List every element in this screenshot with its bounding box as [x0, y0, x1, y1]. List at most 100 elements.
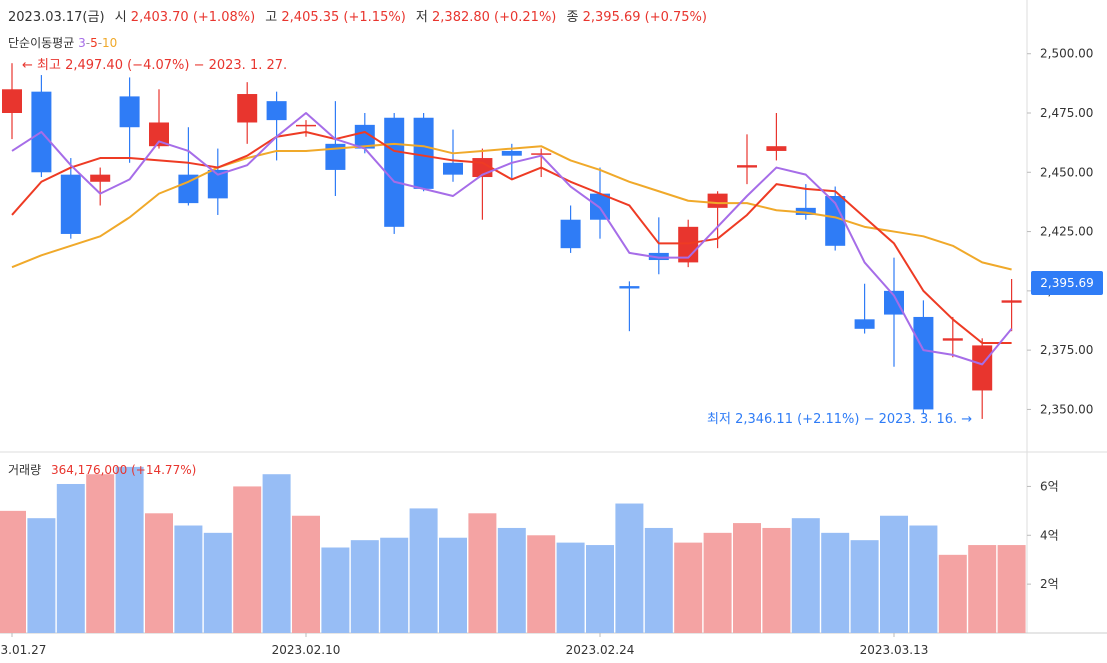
volume-bar [850, 540, 879, 633]
volume-bar [409, 508, 438, 633]
candle-body [413, 117, 434, 189]
volume-bar [56, 483, 85, 633]
volume-bar [439, 537, 467, 633]
price-tick-label: 2,350.00 [1040, 402, 1093, 416]
volume-bar [586, 545, 614, 633]
volume-bar [821, 532, 850, 633]
candle-body [972, 345, 993, 391]
high-label: 고 [265, 10, 278, 25]
volume-bar [203, 532, 232, 633]
price-tick-label: 2,500.00 [1040, 47, 1093, 61]
moving-average-ma5 [11, 130, 1012, 345]
candle-body [648, 252, 669, 261]
candle [913, 300, 934, 415]
price-tick-label: 2,425.00 [1040, 225, 1093, 239]
volume-bar [938, 554, 967, 633]
candle-body [884, 290, 904, 315]
open-label: 시 [114, 10, 127, 25]
candle-body [531, 153, 552, 155]
volume-bar [997, 545, 1026, 633]
moving-average-ma10 [11, 142, 1012, 271]
candle [266, 91, 287, 161]
candle [854, 283, 875, 334]
volume-bar [968, 545, 997, 633]
candle [2, 63, 22, 140]
candle [207, 148, 228, 215]
moving-average-lines [11, 112, 1013, 366]
date-tick-label: 2023.02.24 [566, 643, 635, 657]
volume-bar [556, 542, 585, 633]
volume-bar [909, 525, 938, 633]
volume-bar [292, 515, 320, 633]
candle-body [119, 96, 140, 128]
candle [60, 158, 81, 239]
date-axis: 2023.01.27 2023.02.10 2023.02.24 2023.03.13 [0, 633, 928, 657]
volume-bar [321, 547, 350, 633]
candle-body [2, 89, 22, 113]
price-tick-label: 2,450.00 [1040, 165, 1093, 179]
volume-bar [233, 486, 262, 633]
candle [560, 205, 581, 253]
candle [178, 127, 199, 206]
candle-body [325, 143, 346, 170]
ma-period-5: 5 [90, 36, 98, 50]
candle-body [737, 165, 757, 168]
volume-bars [0, 466, 1026, 633]
candle-body [266, 101, 287, 121]
ma-period-3: 3 [78, 36, 86, 50]
candle [443, 129, 463, 182]
candle [413, 113, 434, 192]
candle-body [766, 146, 787, 151]
candle-body [854, 319, 875, 329]
volume-bar [27, 518, 56, 633]
candle [619, 281, 640, 332]
candle-body [942, 338, 963, 341]
volume-bar [174, 525, 203, 633]
volume-bar [733, 523, 761, 633]
candle-body [619, 286, 640, 289]
candle-body [707, 193, 728, 208]
volume-bar [380, 537, 409, 633]
candle-body [913, 316, 934, 410]
price-axis: 2,500.002,475.002,450.002,425.002,400.00… [1027, 47, 1093, 416]
candle [766, 113, 787, 161]
volume-bar [115, 466, 144, 633]
ma-legend-label: 단순이동평균 [8, 36, 75, 50]
ohlc-header: 2023.03.17(금) 시 2,403.70 (+1.08%) 고 2,40… [8, 6, 707, 25]
volume-bar [791, 518, 820, 633]
candle-body [795, 207, 816, 215]
candle [972, 338, 993, 419]
candle [795, 184, 816, 220]
current-price-tag: 2,395.69 [1031, 271, 1103, 295]
volume-tick-label: 2억 [1040, 577, 1059, 591]
price-tick-label: 2,475.00 [1040, 106, 1093, 120]
volume-bar [674, 542, 703, 633]
candle [1001, 279, 1022, 332]
high-value: 2,405.35 (+1.15%) [281, 10, 406, 25]
candle-body [1001, 300, 1022, 303]
ma-legend[interactable]: 단순이동평균 3-5-10 [8, 36, 118, 50]
high-annotation: ← 최고 2,497.40 (−4.07%) − 2023. 1. 27. [22, 58, 287, 73]
candle [942, 316, 963, 358]
ma-period-10: 10 [102, 36, 118, 50]
volume-bar [86, 474, 115, 633]
candle-body [825, 196, 846, 246]
volume-bar [880, 515, 908, 633]
volume-bar [497, 527, 526, 633]
volume-bar [703, 532, 732, 633]
close-value: 2,395.69 (+0.75%) [582, 10, 707, 25]
candle [31, 75, 52, 178]
volume-bar [762, 527, 791, 633]
low-value: 2,382.80 (+0.21%) [432, 10, 557, 25]
volume-bar [262, 474, 291, 633]
volume-bar [350, 540, 379, 633]
candle-body [501, 150, 522, 156]
candle-body [354, 124, 375, 149]
volume-tick-label: 4억 [1040, 528, 1059, 542]
candle [501, 143, 522, 180]
candle-body [90, 174, 111, 182]
candle [296, 120, 316, 137]
volume-bar [527, 535, 556, 633]
candle-body [237, 94, 258, 123]
